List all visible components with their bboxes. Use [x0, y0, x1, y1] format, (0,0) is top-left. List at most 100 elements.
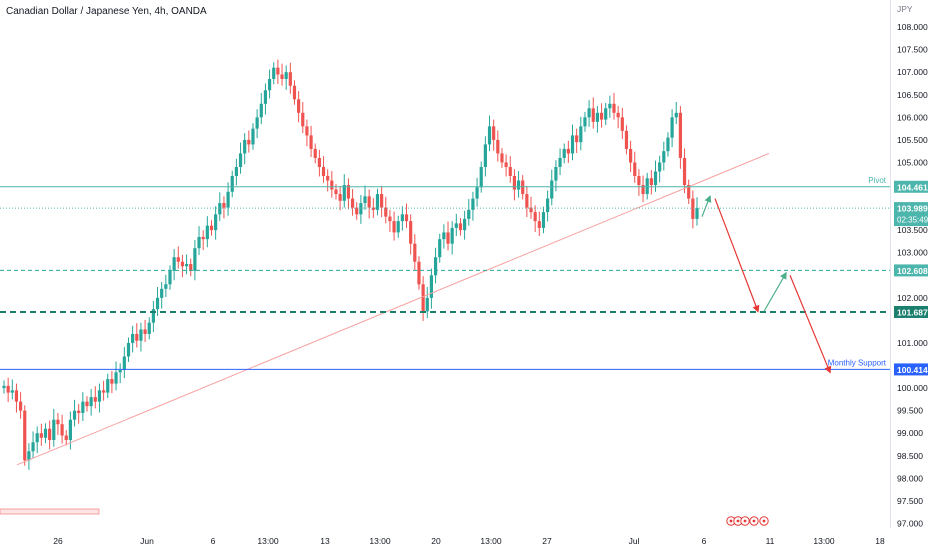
- candle-body: [404, 214, 409, 222]
- y-tick-label: 105.500: [897, 135, 928, 145]
- x-tick-label: 20: [431, 536, 441, 546]
- candle-body: [438, 239, 442, 258]
- y-tick-label: 108.000: [897, 22, 928, 32]
- candle-body: [297, 99, 301, 113]
- candle-body: [487, 126, 492, 145]
- x-tick-label: 13: [320, 536, 330, 546]
- candle-body: [463, 218, 467, 231]
- y-tick-label: 100.000: [897, 383, 928, 393]
- candle-body: [342, 185, 346, 201]
- candle-body: [620, 117, 624, 131]
- x-tick-label: 13:00: [480, 536, 502, 546]
- candle-body: [471, 198, 475, 210]
- candle-body: [541, 212, 546, 228]
- candle-body: [417, 261, 421, 285]
- candle-body: [682, 157, 687, 186]
- candle-body: [500, 153, 504, 163]
- candle-body: [292, 85, 297, 100]
- candle-body: [18, 401, 23, 411]
- arrow-down-1: [714, 198, 760, 313]
- price-tag: [894, 202, 928, 227]
- x-tick-label: Jul: [629, 536, 640, 546]
- candle-body: [168, 270, 172, 285]
- price-tag-value: 101.687: [897, 307, 928, 317]
- y-tick-label: 106.000: [897, 112, 928, 122]
- candle-body: [251, 128, 255, 145]
- candle-body: [608, 103, 612, 109]
- candle-body: [184, 264, 189, 267]
- candle-body: [10, 390, 14, 393]
- x-tick-label: 13:00: [369, 536, 391, 546]
- candle-body: [243, 139, 247, 154]
- y-tick-label: 97.000: [897, 518, 923, 528]
- candle-body: [234, 166, 238, 176]
- event-marker-dot: [762, 519, 766, 523]
- x-tick-label: 11: [766, 536, 775, 546]
- y-tick-label: 107.500: [897, 45, 928, 55]
- candle-body: [23, 410, 27, 461]
- candle-body: [442, 232, 446, 240]
- candle-body: [77, 410, 81, 413]
- candle-body: [147, 322, 151, 334]
- y-tick-label: 97.500: [897, 496, 923, 506]
- candle-body: [599, 112, 604, 120]
- candle-body: [562, 148, 566, 158]
- candle-body: [421, 284, 425, 312]
- candle-body: [230, 176, 234, 192]
- candle-body: [616, 112, 620, 118]
- candle-body: [629, 148, 633, 163]
- candle-body: [691, 198, 695, 219]
- candle-body: [579, 126, 583, 143]
- candle-body: [662, 151, 666, 163]
- candle-body: [346, 185, 351, 199]
- candle-body: [155, 297, 160, 310]
- x-tick-label: 13:00: [813, 536, 835, 546]
- candle-body: [637, 176, 641, 186]
- candle-body: [309, 135, 313, 149]
- candle-body: [467, 209, 471, 219]
- y-tick-label: 102.000: [897, 293, 928, 303]
- candle-body: [658, 162, 662, 172]
- y-tick-label: 105.000: [897, 157, 928, 167]
- candle-body: [276, 67, 280, 75]
- candle-body: [267, 78, 272, 91]
- candle-body: [60, 424, 64, 436]
- candle-body: [454, 223, 458, 228]
- candle-body: [201, 236, 205, 240]
- y-tick-label: 98.500: [897, 451, 923, 461]
- candle-body: [39, 433, 43, 438]
- candle-body: [670, 117, 674, 138]
- arrow-up-2: [763, 271, 787, 312]
- candle-body: [533, 212, 537, 222]
- candle-body: [554, 166, 558, 181]
- candle-body: [558, 157, 562, 167]
- candle-body: [587, 108, 591, 118]
- price-tag-value: 100.414: [897, 365, 928, 375]
- candle-body: [321, 166, 326, 176]
- candle-body: [81, 401, 85, 413]
- candle-body: [193, 248, 197, 271]
- candle-body: [384, 207, 388, 217]
- candle-body: [483, 144, 487, 167]
- candle-body: [595, 112, 600, 122]
- y-tick-label: 103.500: [897, 225, 928, 235]
- candle-body: [68, 419, 72, 440]
- candle-body: [6, 385, 10, 393]
- candle-body: [380, 194, 384, 208]
- candle-body: [392, 221, 396, 233]
- candle-body: [429, 275, 434, 298]
- candle-body: [326, 176, 330, 181]
- range-bar: [0, 508, 100, 515]
- price-tag: [894, 180, 928, 193]
- candle-body: [624, 130, 629, 149]
- candle-body: [139, 329, 143, 341]
- candle-body: [226, 191, 230, 208]
- candle-body: [674, 112, 678, 118]
- y-tick-label: 99.000: [897, 428, 923, 438]
- x-tick-label: 6: [211, 536, 216, 546]
- x-tick-label: 27: [542, 536, 552, 546]
- price-tag: [894, 264, 928, 277]
- candle-body: [479, 166, 483, 188]
- candle-body: [570, 135, 575, 154]
